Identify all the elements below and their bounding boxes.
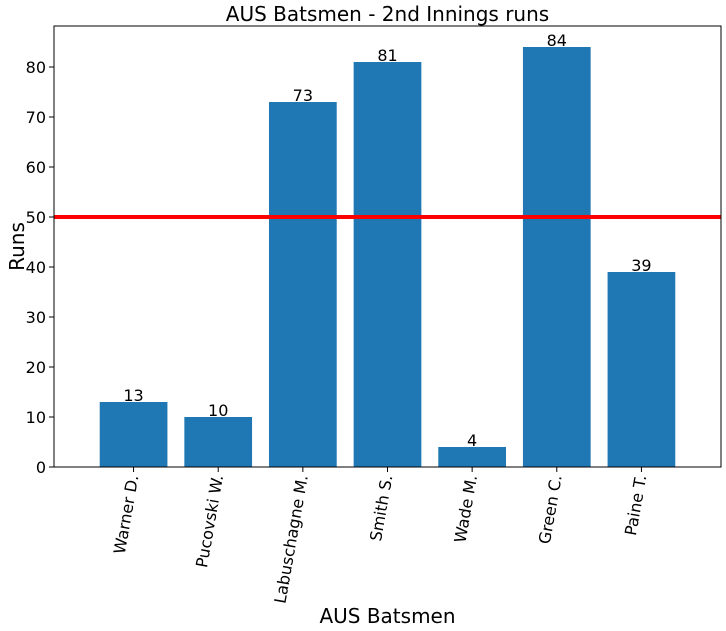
data-label: 13 <box>123 386 143 405</box>
x-axis-label: AUS Batsmen <box>319 604 455 628</box>
x-tick-label: Pucovski W. <box>192 473 227 569</box>
data-label: 39 <box>631 256 651 275</box>
bar <box>522 47 591 467</box>
bar <box>353 62 422 467</box>
x-tick-label: Wade M. <box>450 473 481 544</box>
data-label: 81 <box>377 46 397 65</box>
x-axis-ticks: Warner D. Pucovski W. Labuschagne M. Smith … <box>110 467 650 605</box>
bar <box>438 447 507 467</box>
data-label: 4 <box>467 431 477 450</box>
y-tick-label: 70 <box>26 108 46 127</box>
y-axis-ticks: 0 10 20 30 40 50 60 70 80 <box>26 58 54 477</box>
bar <box>607 272 676 467</box>
bar <box>268 102 337 467</box>
y-tick-label: 0 <box>36 458 46 477</box>
data-label: 84 <box>547 31 567 50</box>
x-tick-label: Smith S. <box>366 473 396 542</box>
x-tick-label: Green C. <box>535 473 566 545</box>
y-tick-label: 40 <box>26 258 46 277</box>
y-tick-label: 20 <box>26 358 46 377</box>
y-tick-label: 30 <box>26 308 46 327</box>
bars-group <box>99 47 676 467</box>
x-tick-label: Paine T. <box>621 473 650 537</box>
bar <box>99 402 168 467</box>
y-tick-label: 80 <box>26 58 46 77</box>
chart-title: AUS Batsmen - 2nd Innings runs <box>226 2 549 26</box>
x-tick-label: Labuschagne M. <box>270 473 311 605</box>
y-tick-label: 50 <box>26 208 46 227</box>
data-labels-group: 13 10 73 81 4 84 39 <box>123 31 651 450</box>
y-axis-label: Runs <box>5 222 29 271</box>
data-label: 73 <box>293 86 313 105</box>
x-tick-label: Warner D. <box>110 473 143 555</box>
y-tick-label: 10 <box>26 408 46 427</box>
y-tick-label: 60 <box>26 158 46 177</box>
data-label: 10 <box>208 401 228 420</box>
bar <box>184 417 253 467</box>
